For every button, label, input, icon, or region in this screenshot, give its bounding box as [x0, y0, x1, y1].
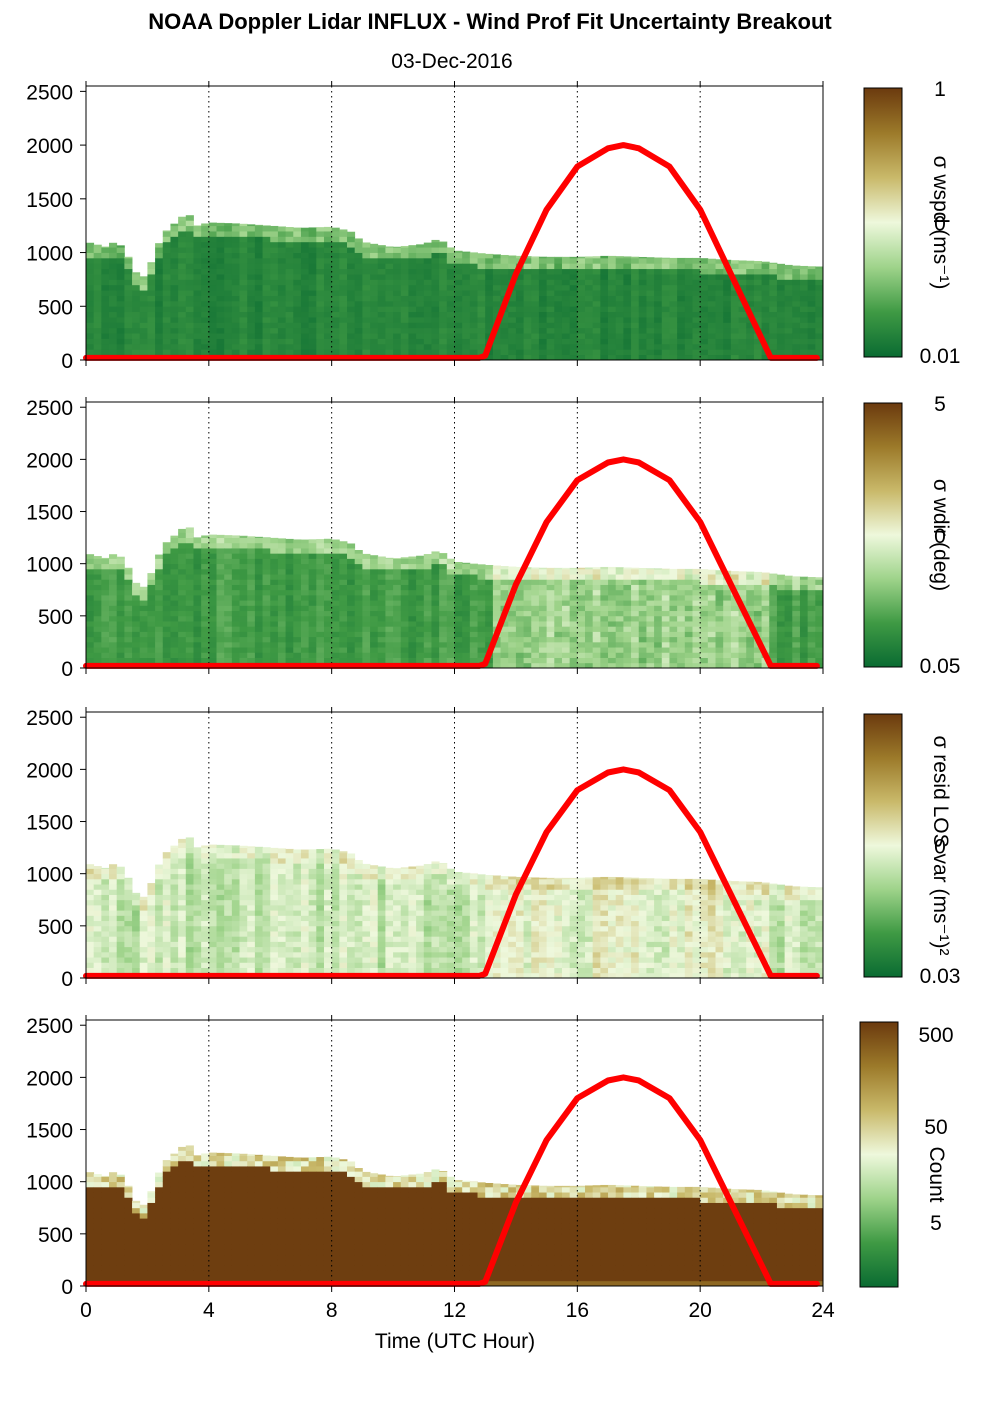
panel-wdir-uncertainty: 0 500 1000 1500 2000 2500 5 0 0.05 σ wdir (deg) [26, 393, 960, 681]
colorbar-label: σ wdir (deg) [929, 479, 952, 591]
colorbar-tick-label: 0.01 [920, 345, 961, 368]
x-tick-label: 16 [566, 1299, 589, 1322]
colorbar-tick-label: 0 [934, 525, 946, 548]
y-tick-label: 0 [61, 1276, 73, 1299]
colorbar-tick-label: 0.05 [920, 655, 961, 678]
x-tick-label: 12 [443, 1299, 466, 1322]
y-tick-label: 2500 [26, 81, 73, 104]
y-tick-label: 500 [38, 916, 73, 939]
y-tick-label: 500 [38, 606, 73, 629]
y-tick-label: 0 [61, 350, 73, 373]
panel-count: 0 4 8 12 16 20 24 0 500 1000 1500 2000 2500 500 50 5 Cou… [26, 1015, 954, 1353]
figure-subtitle: 03-Dec-2016 [391, 50, 512, 73]
colorbar-tick-label: 0 [934, 213, 946, 236]
y-tick-label: 0 [61, 658, 73, 681]
y-tick-label: 2000 [26, 759, 73, 782]
y-tick-label: 1500 [26, 502, 73, 525]
y-tick-label: 0 [61, 968, 73, 991]
x-tick-label: 20 [688, 1299, 711, 1322]
y-tick-label: 1500 [26, 189, 73, 212]
y-tick-label: 500 [38, 296, 73, 319]
colorbar-resid-los-var [863, 713, 903, 978]
colorbar-tick-label: 1 [934, 78, 946, 101]
colorbar-tick-label: 50 [924, 1116, 947, 1139]
y-tick-label: 1000 [26, 243, 73, 266]
colorbar-tick-label: 5 [930, 1212, 942, 1235]
y-tick-label: 500 [38, 1224, 73, 1247]
curve-wspd-uncertainty [83, 142, 820, 361]
colorbar-tick-label: 0.03 [920, 965, 961, 988]
colorbar-label: σ resid LOS var (ms⁻¹)² [929, 735, 952, 955]
y-tick-label: 1000 [26, 554, 73, 577]
y-tick-label: 2000 [26, 135, 73, 158]
colorbar-label: Count [925, 1146, 948, 1202]
figure-title: NOAA Doppler Lidar INFLUX - Wind Prof Fi… [148, 9, 832, 34]
y-tick-label: 1500 [26, 1120, 73, 1143]
curve-wdir-uncertainty [83, 456, 820, 669]
curve-resid-los-var [83, 766, 820, 979]
x-tick-label: 4 [203, 1299, 215, 1322]
panel-resid-los-var: 0 500 1000 1500 2000 2500 0 0.03 σ resid LOS var… [26, 707, 960, 991]
y-tick-label: 2500 [26, 397, 73, 420]
y-tick-label: 2500 [26, 1015, 73, 1038]
panel-wspd-uncertainty: 0 500 1000 1500 2000 2500 1 0 0.01 σ wspd (ms⁻¹) [26, 78, 960, 373]
colorbar-count [859, 1021, 899, 1288]
y-tick-label: 2000 [26, 449, 73, 472]
colorbar-wdir-uncertainty [863, 402, 903, 668]
heatmap-resid-los-var [86, 837, 824, 979]
x-tick-label: 0 [80, 1299, 92, 1322]
y-tick-label: 2000 [26, 1067, 73, 1090]
x-tick-label: 24 [811, 1299, 835, 1322]
y-tick-label: 2500 [26, 707, 73, 730]
colorbar-tick-label: 500 [918, 1024, 953, 1047]
y-tick-label: 1000 [26, 864, 73, 887]
colorbar-tick-label: 5 [934, 393, 946, 416]
y-tick-label: 1000 [26, 1172, 73, 1195]
colorbar-label: σ wspd (ms⁻¹) [929, 156, 952, 290]
x-axis-label: Time (UTC Hour) [375, 1330, 535, 1353]
curve-count [83, 1074, 820, 1287]
colorbar-wspd-uncertainty [863, 87, 903, 358]
y-tick-label: 1500 [26, 812, 73, 835]
colorbar-tick-label: 0 [934, 836, 946, 859]
x-tick-label: 8 [326, 1299, 338, 1322]
